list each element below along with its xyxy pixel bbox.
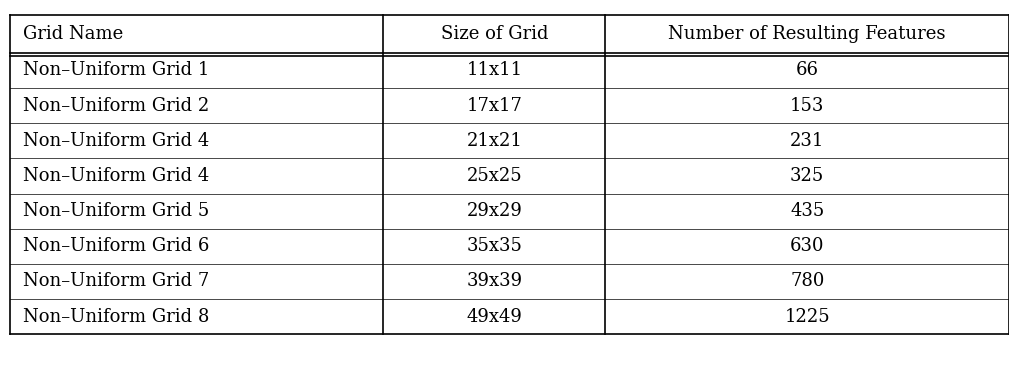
Text: Non–Uniform Grid 8: Non–Uniform Grid 8 — [23, 308, 210, 325]
Text: 630: 630 — [790, 237, 824, 255]
Text: 21x21: 21x21 — [466, 132, 523, 150]
Text: Non–Uniform Grid 4: Non–Uniform Grid 4 — [23, 167, 210, 185]
Text: Non–Uniform Grid 4: Non–Uniform Grid 4 — [23, 132, 210, 150]
Text: Non–Uniform Grid 7: Non–Uniform Grid 7 — [23, 273, 210, 290]
Text: Non–Uniform Grid 2: Non–Uniform Grid 2 — [23, 97, 210, 115]
Text: 325: 325 — [790, 167, 824, 185]
Text: 231: 231 — [790, 132, 824, 150]
Text: 435: 435 — [790, 202, 824, 220]
Text: 153: 153 — [790, 97, 824, 115]
Text: Number of Resulting Features: Number of Resulting Features — [668, 25, 946, 43]
Text: 780: 780 — [790, 273, 824, 290]
Text: 1225: 1225 — [784, 308, 830, 325]
Text: 35x35: 35x35 — [466, 237, 523, 255]
Text: 11x11: 11x11 — [466, 62, 523, 79]
Text: 29x29: 29x29 — [466, 202, 523, 220]
Text: Non–Uniform Grid 6: Non–Uniform Grid 6 — [23, 237, 210, 255]
Text: 25x25: 25x25 — [466, 167, 523, 185]
Text: Non–Uniform Grid 5: Non–Uniform Grid 5 — [23, 202, 210, 220]
Text: Size of Grid: Size of Grid — [441, 25, 548, 43]
Text: 66: 66 — [796, 62, 818, 79]
Text: 49x49: 49x49 — [466, 308, 523, 325]
Text: 17x17: 17x17 — [466, 97, 523, 115]
Text: Grid Name: Grid Name — [23, 25, 123, 43]
Text: 39x39: 39x39 — [466, 273, 523, 290]
Text: Non–Uniform Grid 1: Non–Uniform Grid 1 — [23, 62, 210, 79]
